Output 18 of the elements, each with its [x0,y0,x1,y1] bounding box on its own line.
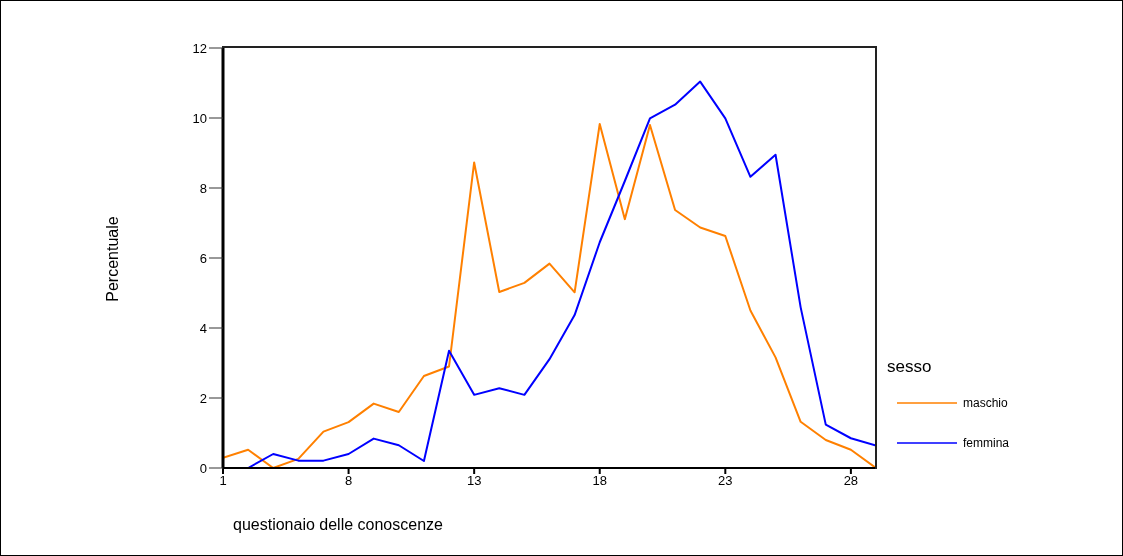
legend-title: sesso [887,357,933,378]
y-tick-label: 0 [199,460,207,476]
x-tick-label: 8 [344,473,353,489]
x-axis-title: questionaio delle conoscenze [233,516,443,534]
x-tick-label: 18 [592,473,607,489]
x-tick-label: 1 [219,473,227,489]
y-tick-label: 4 [199,320,207,336]
y-tick-label: 8 [199,180,207,196]
y-tick-label: 2 [199,390,207,406]
x-tick-label: 28 [843,473,859,489]
y-tick-label: 12 [192,40,207,56]
y-tick-label: 10 [192,110,207,126]
legend-label: femmina [963,436,1010,450]
legend-label: maschio [963,396,1008,410]
y-axis-title: Percentuale [104,216,122,302]
x-tick-label: 23 [718,473,733,489]
x-tick-label: 13 [466,473,482,489]
y-tick-label: 6 [199,250,207,266]
